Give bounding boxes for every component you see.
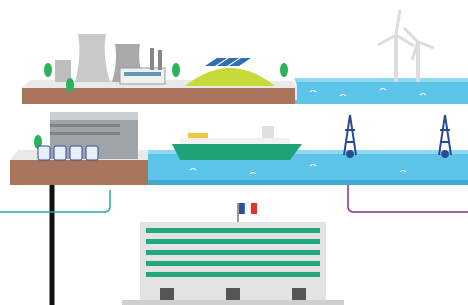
cable-teal xyxy=(0,190,110,212)
storage-building xyxy=(38,112,138,160)
page: (() => { const data = JSON.parse(documen… xyxy=(0,0,468,305)
cable-purple xyxy=(348,185,468,212)
wind-turbines xyxy=(378,10,434,82)
solar-dome xyxy=(185,58,275,86)
energy-illustration xyxy=(0,0,468,305)
government-building xyxy=(122,203,344,305)
power-plant xyxy=(55,34,165,84)
ship xyxy=(172,126,302,160)
